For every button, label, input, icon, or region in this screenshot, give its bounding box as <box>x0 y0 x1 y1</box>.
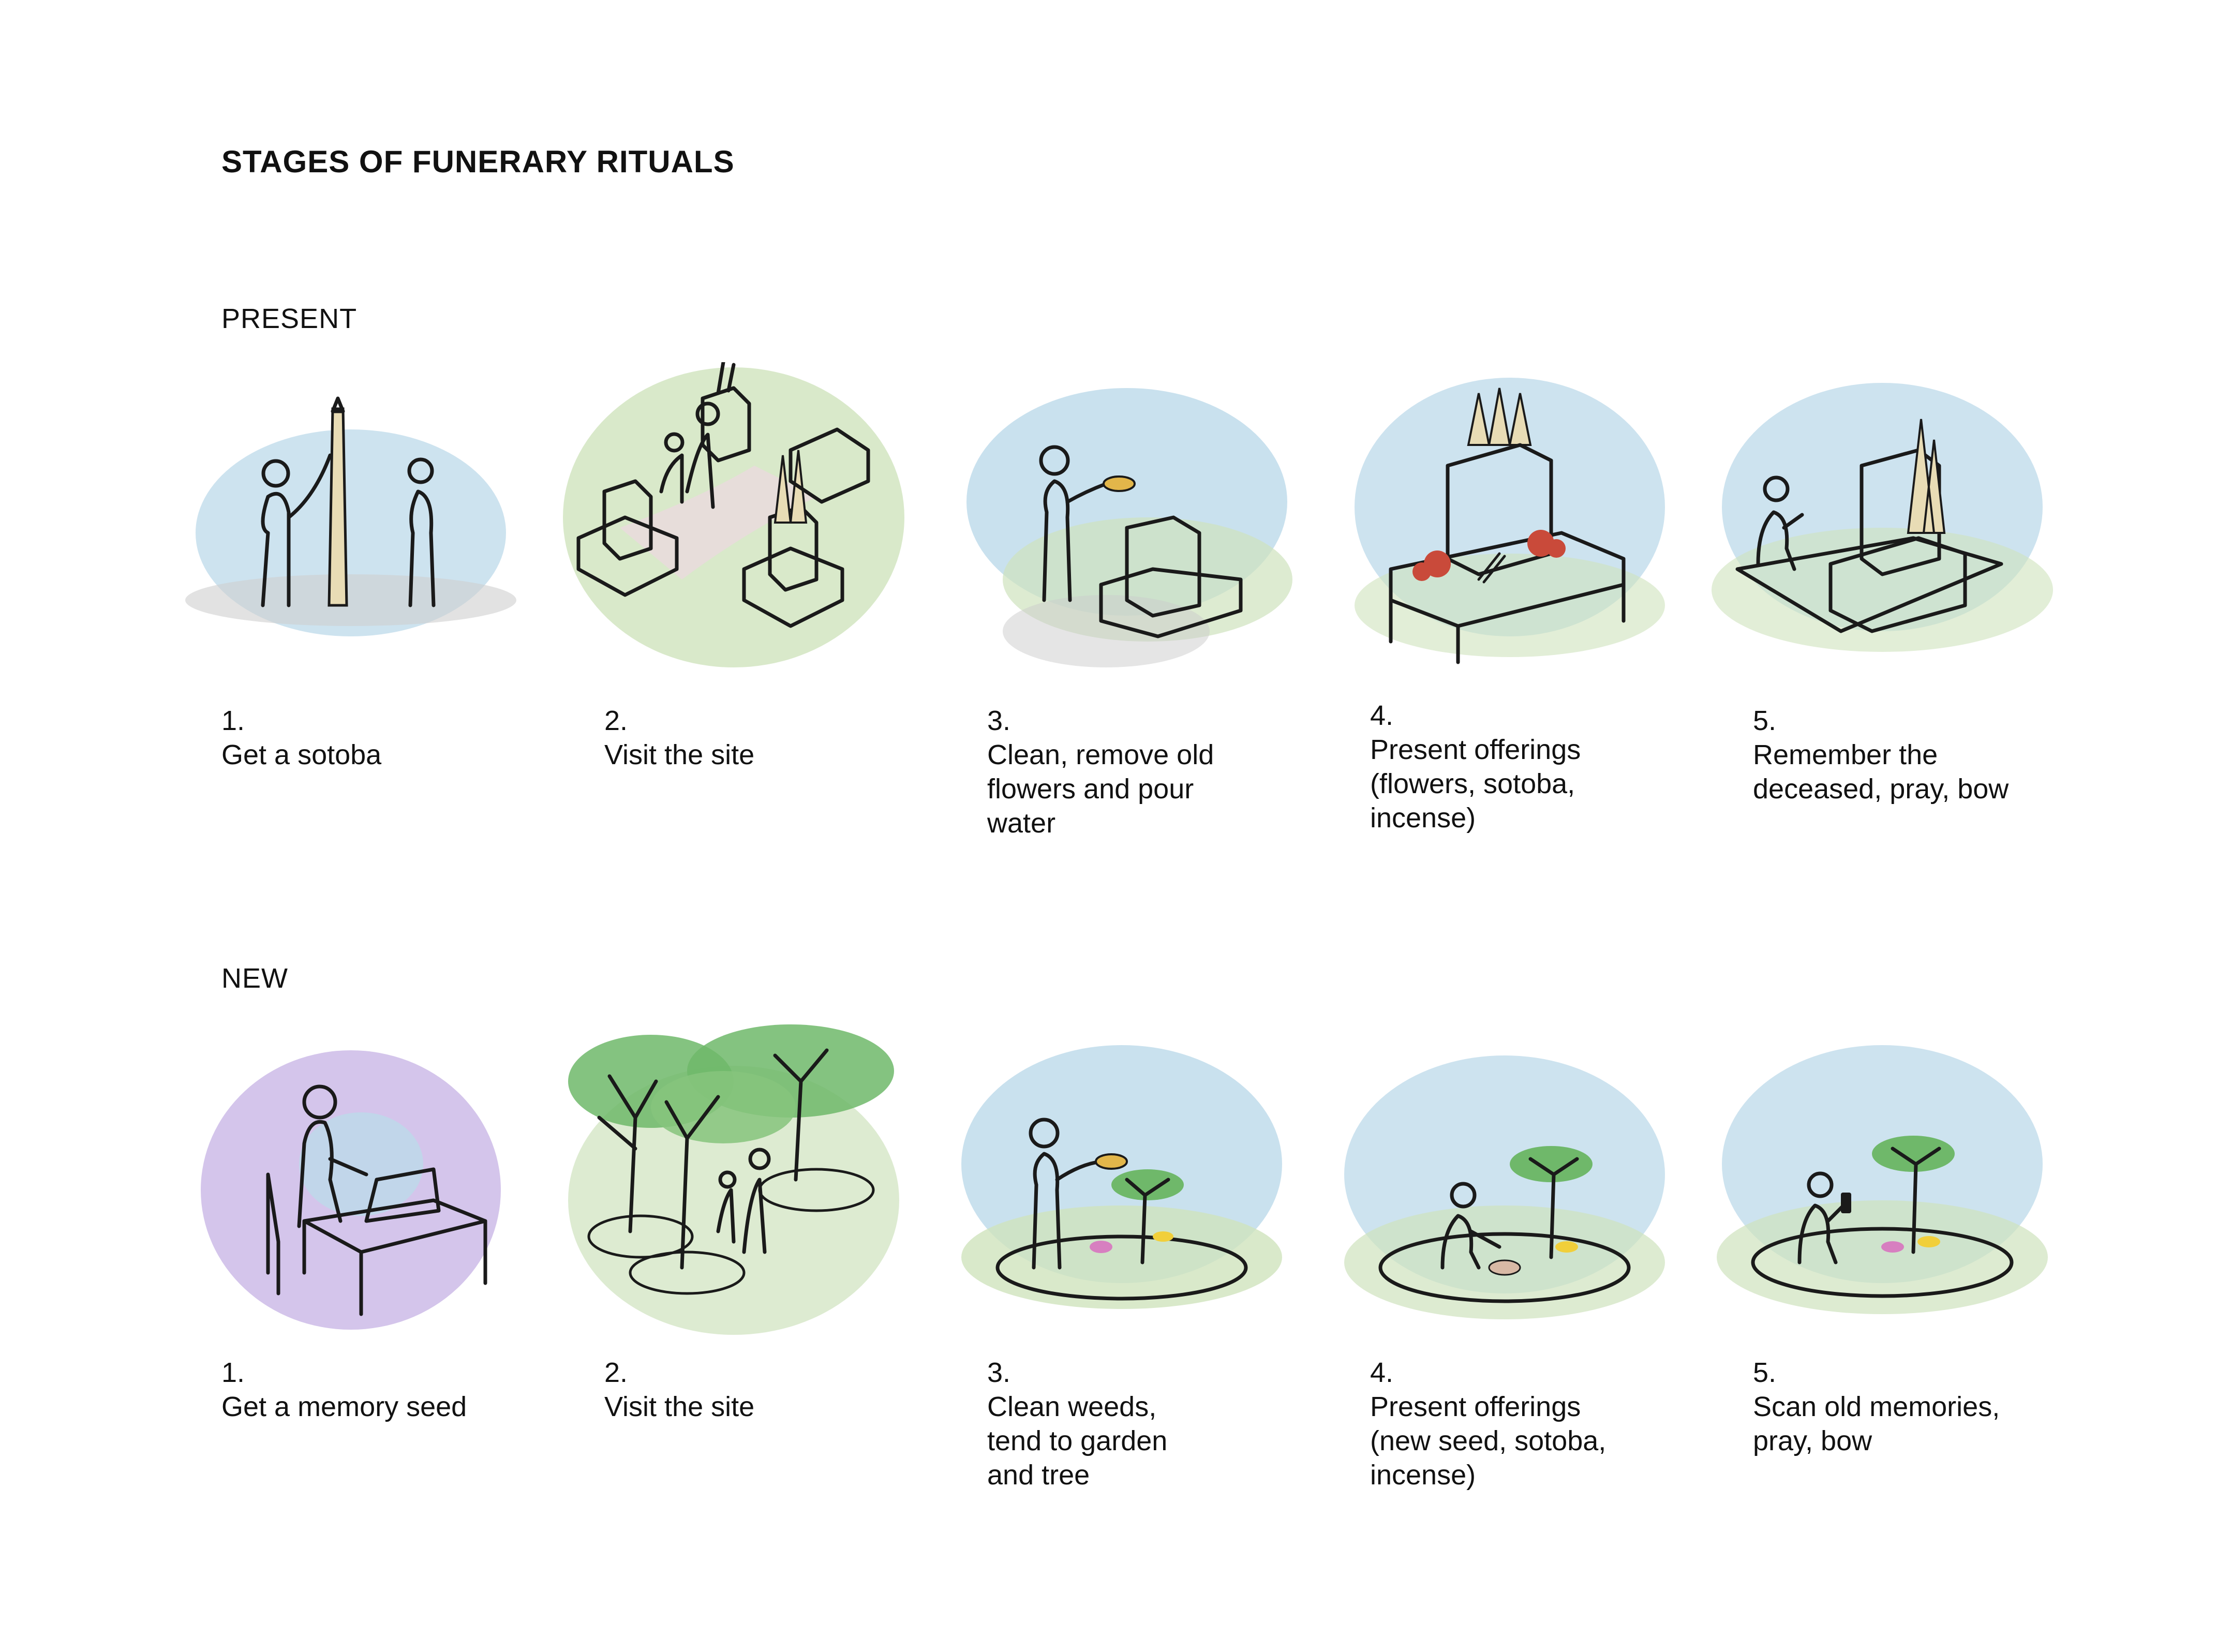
stage-number: 3. <box>987 705 1011 736</box>
section-label-new: NEW <box>221 963 288 994</box>
pour-water-illustration <box>930 362 1303 693</box>
stage-number: 5. <box>1753 1357 1777 1388</box>
graves-visit-illustration <box>547 362 920 693</box>
plant-seed-illustration <box>1313 1024 1686 1356</box>
stage-number: 3. <box>987 1357 1011 1388</box>
stage-number: 2. <box>604 705 628 736</box>
stage-text: Present offerings (flowers, sotoba, ince… <box>1370 734 1581 834</box>
stage-text: Visit the site <box>604 739 755 770</box>
section-label-present: PRESENT <box>221 303 358 334</box>
pray-grave-illustration <box>1696 362 2069 693</box>
stage-number: 1. <box>221 705 245 736</box>
stage-text: Scan old memories, pray, bow <box>1753 1391 2000 1456</box>
stage-text: Present offerings (new seed, sotoba, inc… <box>1370 1391 1607 1491</box>
stage-number: 5. <box>1753 705 1777 736</box>
page-title: STAGES OF FUNERARY RITUALS <box>221 144 735 179</box>
stage-number: 2. <box>604 1357 628 1388</box>
sotoba-people-illustration <box>165 362 537 693</box>
stage-text: Get a memory seed <box>221 1391 467 1422</box>
tend-tree-illustration <box>930 1024 1303 1356</box>
stage-number: 4. <box>1370 1357 1394 1388</box>
stage-text: Clean, remove old flowers and pour water <box>987 739 1214 839</box>
stage-text: Get a sotoba <box>221 739 382 770</box>
scan-memories-illustration <box>1696 1024 2069 1356</box>
stage-text: Clean weeds, tend to garden and tree <box>987 1391 1168 1491</box>
tree-grove-illustration <box>547 1024 920 1356</box>
offerings-grave-illustration <box>1313 362 1686 693</box>
stage-number: 1. <box>221 1357 245 1388</box>
stage-text: Visit the site <box>604 1391 755 1422</box>
stage-number: 4. <box>1370 700 1394 731</box>
desk-seed-illustration <box>165 1024 537 1356</box>
stage-text: Remember the deceased, pray, bow <box>1753 739 2009 805</box>
